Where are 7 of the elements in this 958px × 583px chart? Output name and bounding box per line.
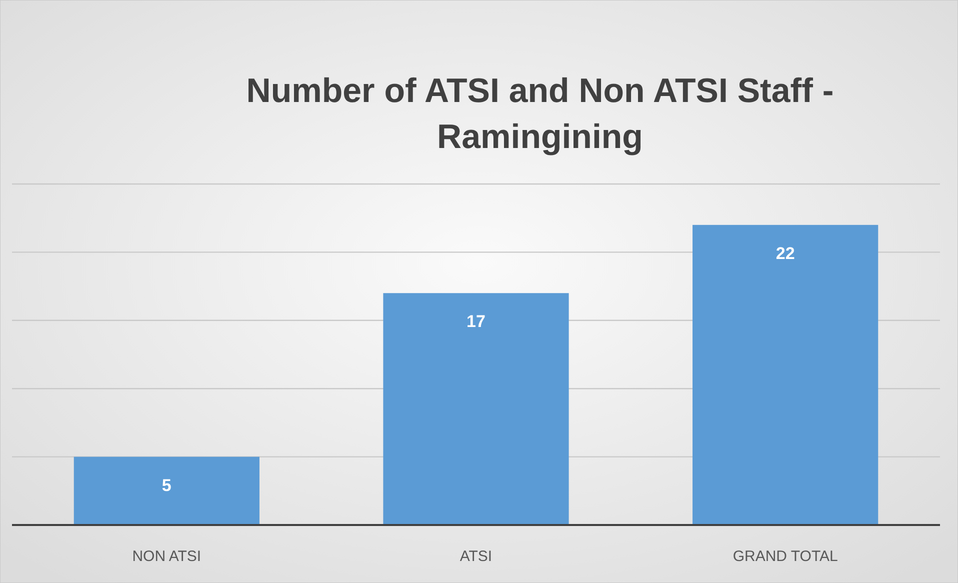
x-tick-label: GRAND TOTAL	[732, 548, 838, 565]
x-tick-label: ATSI	[460, 548, 492, 565]
data-label: 22	[776, 244, 795, 263]
x-tick-label: NON ATSI	[132, 548, 202, 565]
data-label: 5	[162, 476, 172, 495]
chart-title: Number of ATSI and Non ATSI Staff - Ramingining	[246, 72, 834, 156]
data-label: 17	[466, 312, 486, 332]
